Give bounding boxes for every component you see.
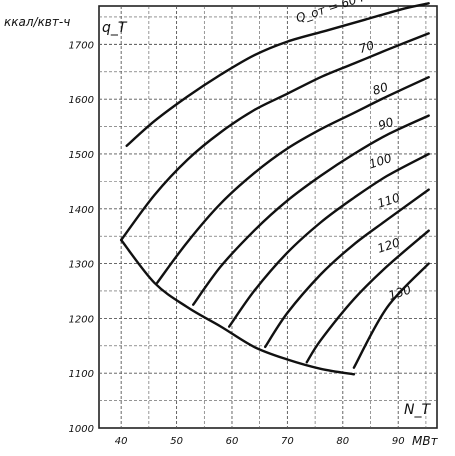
x-tick-label: 90: [392, 436, 405, 447]
tick-labels: 1000 1100 1200 1300 1400 1500 1600 1700 40 50 60 70…: [69, 40, 405, 447]
curve-label: 120: [376, 235, 402, 256]
series-curve-4: [228, 152, 430, 328]
x-tick-label: 80: [336, 436, 349, 447]
y-axis-symbol: q_T: [102, 20, 128, 36]
y-tick-label: 1700: [69, 40, 94, 51]
y-axis-units: ккал/квт-ч: [4, 15, 70, 29]
boundary-curve: [120, 238, 356, 376]
series-curve-5: [264, 188, 430, 349]
series-curve-7: [352, 262, 430, 369]
series-curve-0: [125, 2, 430, 147]
plot-frame: [98, 5, 438, 429]
y-tick-label: 1600: [69, 95, 94, 106]
x-axis-symbol: N_T: [404, 402, 431, 418]
curve-label: 100: [367, 151, 393, 172]
x-tick-label: 50: [170, 436, 183, 447]
series-curve-6: [305, 229, 430, 364]
curve-label: 90: [376, 115, 395, 133]
series-curve-2: [156, 76, 430, 284]
x-tick-label: 40: [115, 436, 128, 447]
curves: [120, 2, 430, 376]
curve-label: Q_от = 60 Гкал/ч: [294, 0, 400, 25]
curve-label: 70: [357, 38, 376, 56]
y-tick-label: 1500: [69, 150, 94, 161]
y-tick-label: 1000: [69, 424, 94, 435]
series-curve-3: [192, 114, 430, 306]
y-tick-label: 1100: [69, 369, 94, 380]
curve-label: 80: [371, 80, 390, 98]
curve-label: 130: [387, 282, 413, 303]
curve-label: 110: [376, 190, 402, 211]
x-axis-units: МВт: [412, 434, 439, 448]
x-tick-label: 60: [226, 436, 239, 447]
x-tick-label: 70: [281, 436, 294, 447]
y-tick-label: 1300: [69, 260, 94, 271]
grid: [99, 6, 437, 428]
series-curve-1: [120, 32, 430, 242]
y-tick-label: 1200: [69, 314, 94, 325]
y-tick-label: 1400: [69, 205, 94, 216]
